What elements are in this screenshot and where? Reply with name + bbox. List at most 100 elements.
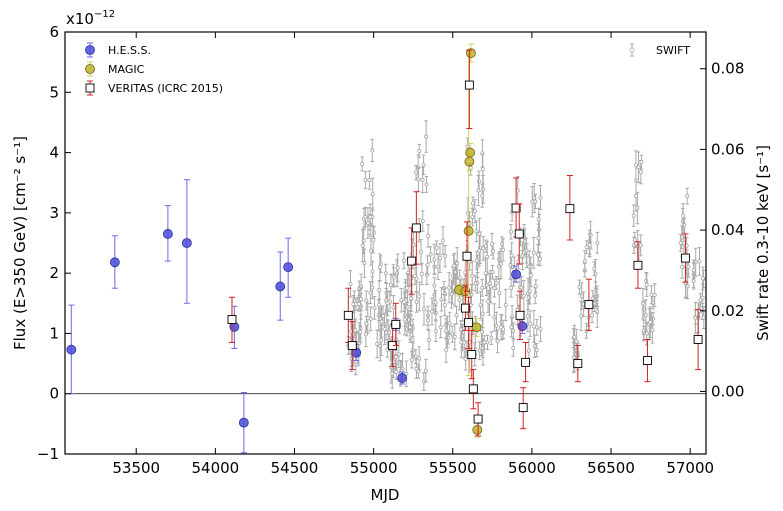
swift-point [587,243,592,248]
swift-point [508,229,513,234]
veritas-point [633,260,643,270]
swift-point [423,368,428,373]
swift-point [383,271,388,276]
swift-point [377,265,382,270]
swift-point [590,313,595,318]
swift-point [633,162,638,167]
swift-point [685,284,690,289]
swift-point [476,188,481,193]
left-axis-multiplier-base: x10 [66,10,94,28]
legend-hess-marker [85,45,95,55]
legend-entry-swift: SWIFT [629,43,690,57]
swift-point [494,323,499,328]
swift-point [419,271,424,276]
swift-point [486,299,491,304]
swift-point [377,302,382,307]
legend-entry-veritas: VERITAS (ICRC 2015) [85,80,223,96]
swift-point [363,177,368,182]
swift-point [411,242,416,247]
swift-point [632,237,637,242]
swift-point [640,301,645,306]
swift-point [428,252,433,257]
swift-point [536,252,541,257]
legend-veritas-marker [85,83,95,93]
x-tick-label: 56000 [508,459,556,477]
swift-point [631,213,636,218]
swift-point [531,324,536,329]
swift-point [452,334,457,339]
swift-point [390,371,395,376]
veritas-series [227,49,703,437]
swift-point [363,215,368,220]
y-right-tick-label: 0.06 [711,140,744,158]
swift-point [701,315,706,320]
swift-point [442,303,447,308]
swift-point [492,315,497,320]
y-left-tick-label: 1 [49,324,59,342]
veritas-point [464,318,474,328]
swift-point [410,338,415,343]
swift-point [509,285,514,290]
swift-point [638,243,643,248]
veritas-point [521,357,531,367]
swift-point [638,170,643,175]
swift-point [519,285,524,290]
legend-magic-marker [85,64,95,74]
swift-point [533,199,538,204]
swift-point [364,321,369,326]
veritas-point [642,356,652,366]
plot-frame [64,31,707,455]
swift-point [405,286,410,291]
x-tick-label: 54000 [191,459,239,477]
y-left-tick-label: 6 [49,23,59,41]
swift-point [371,238,376,243]
swift-point [399,298,404,303]
swift-point [635,206,640,211]
swift-point [402,300,407,305]
y-left-tick-label: 2 [49,264,59,282]
y-right-tick-label: 0.00 [711,382,744,400]
veritas-point [462,251,472,261]
swift-point [480,311,485,316]
swift-point [414,170,419,175]
swift-point [473,281,478,286]
hess-point [517,321,528,332]
swift-point [422,307,427,312]
swift-point [391,275,396,280]
swift-point [379,338,384,343]
swift-point [463,270,468,275]
veritas-point [460,303,470,313]
swift-point [644,331,649,336]
swift-point [438,256,443,261]
veritas-point [411,223,421,233]
swift-point [496,264,501,269]
swift-point [525,314,530,319]
y-left-tick-label: −1 [37,445,59,463]
hess-point [275,281,286,292]
swift-point [402,317,407,322]
swift-point [368,290,373,295]
swift-point [482,340,487,345]
swift-point [678,240,683,245]
magic-point [466,48,476,58]
swift-point [534,348,539,353]
legend-veritas-label: VERITAS (ICRC 2015) [108,82,223,95]
swift-point [417,356,422,361]
veritas-point [514,229,524,239]
swift-point [511,328,516,333]
y-left-tick-label: 5 [49,83,59,101]
swift-point [531,250,536,255]
swift-point [447,285,452,290]
swift-point [368,248,373,253]
swift-point [691,279,696,284]
hess-point [181,238,192,248]
left-axis-multiplier: x10−12 [66,9,115,28]
legend-entry-hess: H.E.S.S. [85,42,151,58]
swift-point [643,313,648,318]
swift-point [418,250,423,255]
veritas-point [573,359,583,369]
swift-point [480,193,485,198]
swift-point [495,339,500,344]
swift-point [417,148,422,153]
